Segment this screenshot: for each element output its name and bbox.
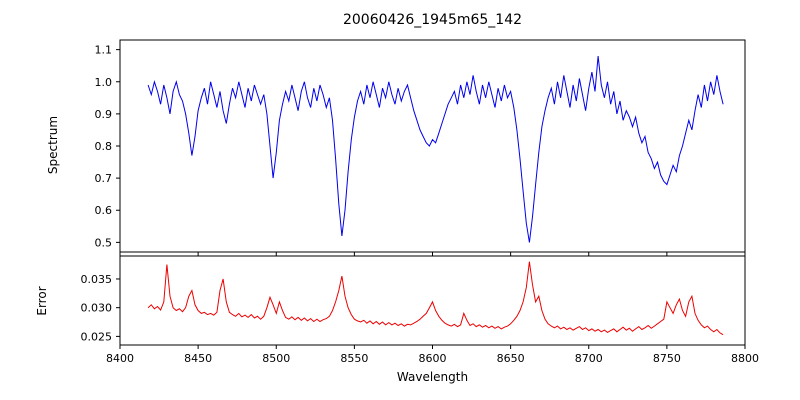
y-tick-label: 0.9 <box>95 108 113 121</box>
x-tick-label: 8800 <box>731 352 759 365</box>
x-tick-label: 8600 <box>419 352 447 365</box>
y-tick-label: 1.0 <box>95 76 113 89</box>
spectrum-panel-frame <box>119 39 746 253</box>
error-panel-line <box>147 261 724 336</box>
y-tick-label: 1.1 <box>95 44 113 57</box>
x-tick-label: 8550 <box>340 352 368 365</box>
y-tick-label: 0.7 <box>95 172 113 185</box>
y-tick-label: 0.035 <box>81 273 113 286</box>
spectrum-panel-line <box>147 56 724 243</box>
x-tick-label: 8650 <box>497 352 525 365</box>
y-tick-label: 0.8 <box>95 140 113 153</box>
x-tick-label: 8450 <box>184 352 212 365</box>
x-tick-label: 8500 <box>262 352 290 365</box>
y-tick-label: 0.025 <box>81 330 113 343</box>
y-tick-label: 0.5 <box>95 236 113 249</box>
error-panel-frame <box>119 255 746 346</box>
x-tick-label: 8400 <box>106 352 134 365</box>
x-tick-label: 8750 <box>653 352 681 365</box>
y-tick-label: 0.030 <box>81 302 113 315</box>
x-tick-label: 8700 <box>575 352 603 365</box>
figure-title: 20060426_1945m65_142 <box>342 12 523 28</box>
y-tick-label: 0.6 <box>95 204 113 217</box>
x-axis-label: Wavelength <box>396 370 469 384</box>
